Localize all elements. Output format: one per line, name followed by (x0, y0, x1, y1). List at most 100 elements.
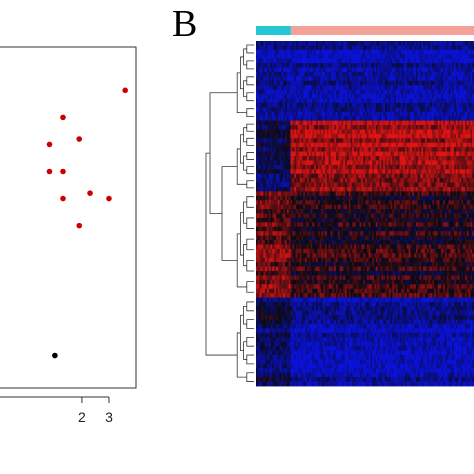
heatmap-cell (350, 164, 353, 170)
heatmap-cell (421, 67, 424, 73)
heatmap-cell (452, 160, 455, 166)
heatmap-cell (383, 41, 386, 46)
heatmap-cell (419, 111, 422, 117)
heatmap-cell (361, 45, 364, 51)
heatmap-cell (301, 89, 304, 95)
heatmap-cell (464, 120, 468, 126)
heatmap-cell (363, 71, 366, 77)
heatmap-cell (319, 209, 322, 214)
heatmap-cell (383, 129, 386, 135)
heatmap-cell (274, 41, 277, 46)
heatmap-cell (417, 107, 420, 113)
heatmap-cell (388, 85, 391, 91)
heatmap-cell (457, 133, 460, 139)
heatmap-cell (412, 156, 415, 161)
heatmap-cell (419, 182, 422, 188)
heatmap-cell (392, 169, 395, 175)
heatmap-cell (259, 98, 262, 104)
heatmap-cell (326, 213, 330, 219)
heatmap-cell (379, 85, 382, 91)
heatmap-cell (379, 63, 382, 68)
heatmap-cell (408, 125, 411, 130)
heatmap-cell (277, 94, 281, 99)
heatmap-cell (452, 195, 455, 201)
heatmap-cell (339, 80, 342, 86)
heatmap-cell (294, 125, 297, 130)
heatmap-cell (408, 76, 411, 82)
heatmap-cell (268, 67, 271, 73)
heatmap-cell (299, 178, 302, 183)
heatmap-cell (343, 147, 346, 152)
heatmap-cell (325, 107, 328, 113)
heatmap-cell (414, 169, 417, 175)
heatmap-cell (472, 178, 474, 183)
heatmap-cell (461, 186, 464, 192)
heatmap-cell (312, 125, 315, 130)
heatmap-cell (470, 76, 473, 82)
heatmap-cell (335, 200, 339, 206)
heatmap-cell (348, 54, 351, 60)
heatmap-cell (408, 133, 411, 139)
heatmap-cell (459, 63, 462, 68)
heatmap-cell (263, 191, 266, 197)
heatmap-cell (337, 191, 340, 197)
heatmap-cell (361, 213, 364, 219)
heatmap-cell (256, 45, 259, 51)
heatmap-cell (286, 102, 290, 108)
heatmap-cell (444, 213, 448, 219)
heatmap-cell (397, 191, 400, 197)
heatmap-cell (263, 164, 266, 170)
heatmap-cell (415, 107, 419, 113)
heatmap-cell (432, 94, 435, 99)
heatmap-cell (354, 164, 357, 170)
heatmap-cell (268, 147, 271, 152)
heatmap-cell (457, 156, 460, 161)
heatmap-cell (303, 133, 306, 139)
heatmap-cell (281, 98, 284, 104)
heatmap-cell (274, 63, 277, 68)
heatmap-cell (334, 195, 337, 201)
heatmap-cell (455, 142, 459, 148)
heatmap-cell (377, 160, 380, 166)
heatmap-cell (368, 58, 371, 64)
heatmap-cell (365, 67, 368, 73)
heatmap-cell (272, 67, 275, 73)
heatmap-cell (406, 147, 409, 152)
heatmap-cell (332, 41, 335, 46)
heatmap-cell (441, 200, 444, 206)
heatmap-cell (435, 164, 439, 170)
heatmap-cell (401, 71, 404, 77)
heatmap-cell (417, 182, 420, 188)
heatmap-cell (386, 178, 390, 183)
heatmap-cell (263, 138, 266, 144)
heatmap-cell (466, 63, 469, 68)
heatmap-cell (288, 138, 291, 144)
heatmap-cell (299, 213, 302, 219)
heatmap-cell (306, 125, 310, 130)
heatmap-cell (377, 129, 380, 135)
heatmap-cell (392, 200, 395, 206)
heatmap-cell (365, 54, 368, 60)
heatmap-cell (397, 186, 400, 192)
heatmap-cell (343, 138, 346, 144)
heatmap-cell (305, 195, 308, 201)
heatmap-cell (283, 182, 286, 188)
heatmap-cell (297, 222, 300, 228)
heatmap-cell (261, 209, 264, 214)
heatmap-cell (281, 129, 284, 135)
heatmap-cell (377, 151, 380, 157)
heatmap-cell (270, 129, 273, 135)
heatmap-cell (281, 116, 284, 122)
heatmap-cell (403, 89, 406, 95)
heatmap-cell (461, 111, 464, 117)
heatmap-cell (275, 89, 279, 95)
heatmap-cell (463, 71, 466, 77)
heatmap-cell (325, 142, 328, 148)
heatmap-cell (374, 54, 377, 60)
heatmap-cell (375, 142, 379, 148)
heatmap-cell (292, 111, 295, 117)
heatmap-cell (401, 191, 404, 197)
heatmap-cell (263, 54, 266, 60)
heatmap-cell (272, 129, 275, 135)
heatmap-cell (443, 169, 446, 175)
